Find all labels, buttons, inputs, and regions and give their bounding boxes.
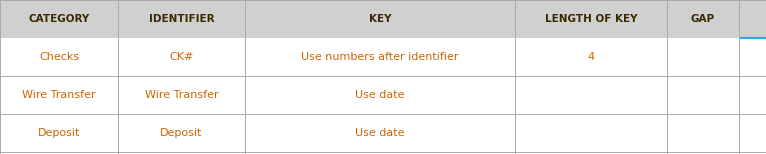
Text: Use numbers after identifier: Use numbers after identifier [301, 52, 459, 62]
Text: Checks: Checks [39, 52, 79, 62]
Text: IDENTIFIER: IDENTIFIER [149, 14, 214, 24]
Text: KEY: KEY [368, 14, 391, 24]
Text: Use date: Use date [355, 128, 404, 138]
Text: Wire Transfer: Wire Transfer [22, 90, 96, 100]
Text: Deposit: Deposit [38, 128, 80, 138]
Text: Use date: Use date [355, 90, 404, 100]
Text: CATEGORY: CATEGORY [28, 14, 90, 24]
Text: Deposit: Deposit [160, 128, 203, 138]
Text: CK#: CK# [169, 52, 194, 62]
Bar [0, 0, 766, 38]
Text: LENGTH OF KEY: LENGTH OF KEY [545, 14, 637, 24]
Text: GAP: GAP [691, 14, 715, 24]
Text: Wire Transfer: Wire Transfer [145, 90, 218, 100]
Text: 4: 4 [588, 52, 594, 62]
